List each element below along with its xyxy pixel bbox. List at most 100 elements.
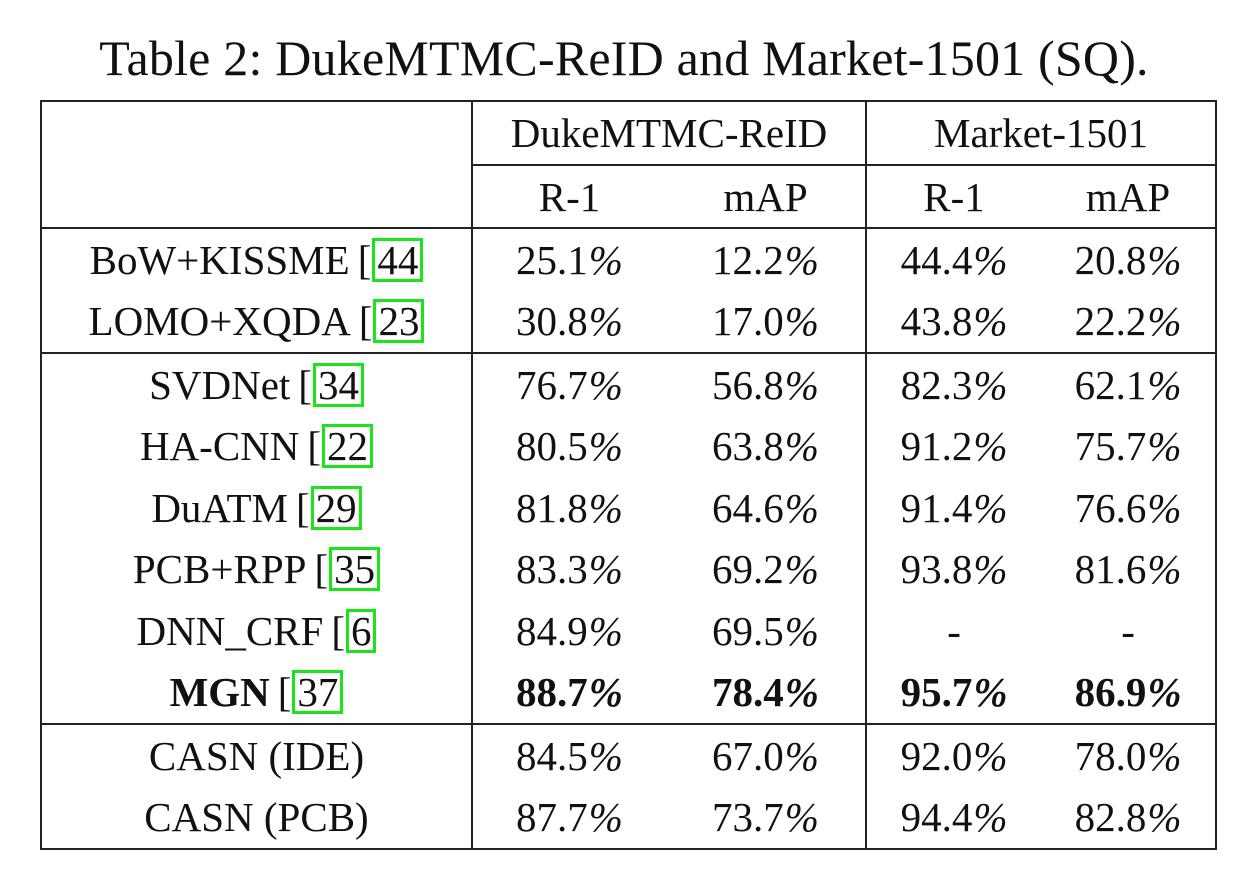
value-number: 76.7	[516, 361, 588, 408]
percent-sign: %	[588, 794, 623, 841]
method-cell: SVDNet[34	[41, 352, 472, 416]
value-cell: 91.4%	[865, 477, 1042, 539]
metric-header-market-map: mAP	[1041, 164, 1217, 229]
value-number: 92.0	[900, 732, 973, 779]
percent-sign: %	[784, 794, 819, 841]
value-number: 80.5	[516, 423, 588, 470]
method-name: PCB+RPP	[132, 546, 307, 593]
value-cell: 86.9%	[1041, 662, 1216, 725]
value-cell: 56.8%	[666, 352, 867, 416]
citation-link[interactable]: 29	[310, 485, 362, 530]
value-cell: 81.8%	[471, 477, 666, 539]
percent-sign: %	[784, 546, 819, 593]
citation-link[interactable]: 22	[322, 424, 374, 469]
value-number: 84.9	[516, 607, 588, 654]
citation-link[interactable]: 23	[373, 299, 425, 344]
value-cell: 22.2%	[1041, 291, 1216, 354]
percent-sign: %	[973, 236, 1008, 283]
value-number: 87.7	[516, 794, 588, 841]
method-name: DNN_CRF	[136, 607, 324, 654]
value-cell: 25.1%	[471, 228, 666, 291]
value-number: 63.8	[712, 423, 784, 470]
value-cell: 12.2%	[666, 228, 866, 291]
method-cell: CASN (IDE)	[41, 723, 472, 787]
value-number: 73.7	[712, 794, 784, 841]
method-cell: DNN_CRF[6	[41, 600, 472, 662]
percent-sign: %	[784, 669, 819, 716]
percent-sign: %	[973, 546, 1008, 593]
value-cell: 84.5%	[471, 723, 666, 787]
value-cell: 94.4%	[865, 786, 1042, 849]
value-cell: 69.5%	[666, 600, 866, 662]
percent-sign: %	[588, 298, 623, 345]
value-cell: 92.0%	[865, 723, 1042, 787]
value-cell: 82.3%	[865, 352, 1042, 416]
value-number: 64.6	[712, 484, 784, 531]
metric-header-duke-map: mAP	[666, 164, 867, 229]
value-number: 84.5	[516, 732, 588, 779]
percent-sign: %	[588, 484, 623, 531]
value-cell: 78.4%	[666, 662, 866, 725]
citation-bracket: [	[358, 298, 373, 345]
value-number: 44.4	[900, 236, 973, 283]
citation-link[interactable]: 44	[372, 237, 424, 282]
value-cell: 62.1%	[1041, 352, 1217, 416]
percent-sign: %	[1147, 546, 1182, 593]
dataset-header-duke: DukeMTMC-ReID	[470, 101, 867, 165]
metric-header-duke-r1: R-1	[471, 164, 666, 229]
percent-sign: %	[973, 669, 1008, 716]
table-row: MGN[37 88.7% 78.4% 95.7% 86.9%	[41, 661, 1216, 725]
percent-sign: %	[1147, 423, 1182, 470]
table-row: HA-CNN[22 80.5% 63.8% 91.2% 75.7%	[41, 415, 1216, 477]
value-cell: 17.0%	[666, 291, 866, 354]
value-cell: 76.6%	[1041, 477, 1216, 539]
metric-header-market-r1: R-1	[865, 164, 1042, 229]
value-cell: 78.0%	[1041, 723, 1217, 787]
value-number: 78.4	[712, 669, 784, 716]
value-number: 20.8	[1074, 236, 1147, 283]
value-cell: 95.7%	[865, 661, 1042, 724]
percent-sign: %	[784, 298, 819, 345]
table-row: BoW+KISSME[44 25.1% 12.2% 44.4% 20.8%	[41, 228, 1216, 291]
method-cell: CASN (PCB)	[41, 787, 472, 850]
value-number: 82.3	[900, 361, 973, 408]
value-number: -	[947, 607, 961, 654]
percent-sign: %	[973, 298, 1008, 345]
citation-link[interactable]: 35	[329, 547, 381, 592]
method-name: CASN (IDE)	[148, 732, 365, 779]
value-number: 69.5	[712, 607, 784, 654]
percent-sign: %	[784, 484, 819, 531]
value-number: 91.2	[900, 423, 973, 470]
value-cell: 73.7%	[666, 787, 866, 850]
value-number: 75.7	[1074, 423, 1147, 470]
dataset-header-market: Market-1501	[865, 101, 1217, 165]
value-cell: 80.5%	[471, 415, 666, 477]
citation-bracket: [	[331, 607, 345, 654]
percent-sign: %	[588, 423, 623, 470]
citation-bracket: [	[298, 361, 312, 408]
citation-link[interactable]: 6	[345, 608, 377, 653]
value-cell: 87.7%	[471, 786, 666, 849]
method-cell: BoW+KISSME[44	[41, 228, 472, 291]
citation-link[interactable]: 37	[292, 670, 344, 715]
value-number: 93.8	[900, 546, 973, 593]
percent-sign: %	[784, 607, 819, 654]
method-name: HA-CNN	[139, 423, 300, 470]
value-number: 94.4	[900, 794, 973, 841]
value-number: 78.0	[1074, 732, 1147, 779]
value-number: 30.8	[516, 298, 588, 345]
results-table: DukeMTMC-ReID Market-1501 R-1 mAP R-1 mA…	[40, 100, 1218, 850]
value-number: 43.8	[900, 298, 973, 345]
value-number: 86.9	[1074, 669, 1147, 716]
table-row: DNN_CRF[6 84.9% 69.5% - -	[41, 600, 1216, 662]
table-row: DuATM[29 81.8% 64.6% 91.4% 76.6%	[41, 477, 1216, 539]
percent-sign: %	[973, 794, 1008, 841]
value-cell: 67.0%	[666, 723, 867, 787]
value-cell: 84.9%	[471, 600, 666, 662]
percent-sign: %	[784, 361, 819, 408]
value-number: -	[1121, 607, 1135, 654]
method-name: LOMO+XQDA	[88, 298, 351, 345]
value-cell: 91.2%	[865, 415, 1042, 477]
citation-link[interactable]: 34	[312, 362, 364, 407]
percent-sign: %	[588, 607, 623, 654]
